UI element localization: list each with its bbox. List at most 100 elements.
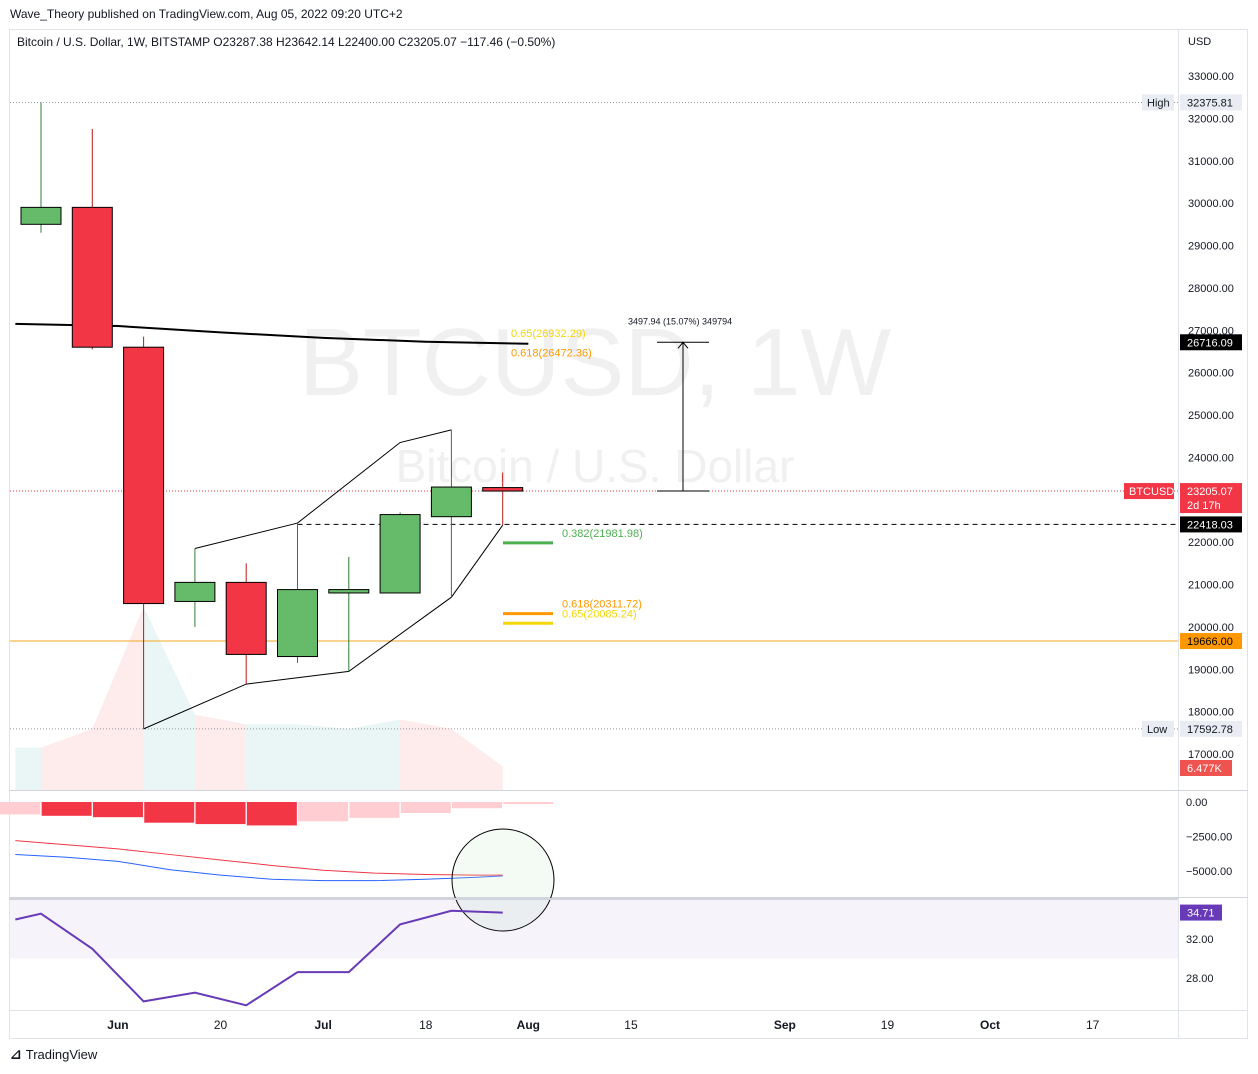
price-tick-label: 33000.00	[1188, 71, 1234, 83]
wedge-trendline	[143, 524, 504, 730]
time-tick-label: 17	[1086, 1018, 1100, 1032]
macd-histogram-bar	[144, 802, 195, 823]
tradingview-logo-icon: ⊿	[10, 1046, 22, 1062]
price-tick-label: 32000.00	[1188, 113, 1234, 125]
dashed-level-tag-text: 22418.03	[1187, 519, 1233, 531]
volume-area-segment	[246, 724, 298, 790]
watermark-symbol: BTCUSD, 1W	[299, 309, 891, 416]
fib-level-label: 0.382(21981.98)	[562, 528, 643, 540]
time-tick-label: 19	[881, 1018, 895, 1032]
ma-price-tag-text: 26716.09	[1187, 337, 1233, 349]
highlight-circle	[451, 828, 555, 932]
projection-label: 3497.94 (15.07%) 349794	[628, 316, 732, 326]
symbol-tag-label: BTCUSD	[1129, 486, 1174, 498]
support-level-tag-bg	[1180, 633, 1242, 650]
volume-area-segment	[400, 719, 452, 790]
macd-histogram-bar	[0, 802, 41, 815]
macd-tick-label: 0.00	[1186, 797, 1207, 809]
rsi-tick-label: 28.00	[1186, 973, 1214, 985]
candle-body	[430, 486, 472, 518]
macd-line	[15, 853, 503, 882]
price-tick-label: 22000.00	[1188, 537, 1234, 549]
candle-body	[379, 514, 421, 594]
time-tick-label: 18	[419, 1018, 433, 1032]
volume-area-segment	[451, 728, 503, 790]
volume-area-segment	[143, 606, 195, 790]
extreme-price-tag-bg	[1180, 720, 1242, 737]
price-tick-label: 26000.00	[1188, 368, 1234, 380]
time-tick-label: Jun	[107, 1018, 128, 1032]
macd-histogram-bar	[246, 802, 297, 826]
volume-area-segment	[348, 719, 401, 790]
macd-signal-line	[15, 840, 503, 876]
last-price-tag	[1180, 483, 1242, 514]
macd-tick-label: −2500.00	[1186, 832, 1232, 844]
symbol-tag-box	[1124, 483, 1174, 500]
macd-histogram-bar	[452, 802, 503, 809]
time-tick-label: Jul	[314, 1018, 331, 1032]
rsi-pane-top-edge	[9, 898, 1178, 900]
last-price-value: 23205.07	[1187, 486, 1233, 498]
rsi-line	[15, 909, 503, 1007]
price-tick-label: 30000.00	[1188, 198, 1234, 210]
projection-arrow-head	[677, 341, 689, 349]
macd-histogram-bar	[92, 802, 143, 818]
footer-brand[interactable]: TradingView	[25, 1047, 98, 1062]
rsi-band	[10, 900, 1178, 959]
price-tick-label: 19000.00	[1188, 664, 1234, 676]
macd-tick-label: −5000.00	[1186, 866, 1232, 878]
price-tick-label: 21000.00	[1188, 580, 1234, 592]
chart-frame	[9, 29, 1248, 1039]
footer: ⊿ TradingView	[10, 1046, 97, 1063]
candle-body	[71, 206, 113, 348]
extreme-tag-label: High	[1147, 97, 1170, 109]
chart-legend: Bitcoin / U.S. Dollar, 1W, BITSTAMP O232…	[17, 35, 555, 49]
fib-level-label: 0.618(26472.36)	[511, 348, 592, 360]
rsi-value-text: 34.71	[1187, 908, 1215, 920]
volume-area-segment	[41, 728, 93, 790]
candle-body	[123, 346, 165, 605]
time-tick-label: 20	[214, 1018, 228, 1032]
extreme-tag-box	[1142, 94, 1174, 111]
extreme-price-tag: 32375.81	[1180, 94, 1242, 111]
fib-level-label: 0.65(26932.29)	[511, 328, 586, 340]
volume-value-tag: 6.477K	[1180, 760, 1232, 776]
extreme-price-tag-text: 17592.78	[1187, 724, 1233, 736]
price-tick-label: 17000.00	[1188, 749, 1234, 761]
wedge-trendline	[194, 429, 452, 549]
time-tick-label: Sep	[774, 1018, 796, 1032]
macd-histogram-bar	[400, 802, 451, 814]
volume-area-segment	[297, 724, 349, 790]
volume-value-tag-text: 6.477K	[1187, 763, 1223, 775]
extreme-tag-box	[1142, 720, 1174, 737]
candle-countdown: 2d 17h	[1187, 500, 1221, 512]
price-tick-label: 25000.00	[1188, 410, 1234, 422]
macd-histogram-bar	[195, 802, 246, 825]
price-tick-label: 31000.00	[1188, 156, 1234, 168]
macd-histogram-bar	[349, 802, 400, 818]
price-tick-label: 20000.00	[1188, 622, 1234, 634]
support-level-tag: 19666.00	[1180, 633, 1242, 650]
macd-histogram-bar	[298, 802, 349, 822]
extreme-price-tag-text: 32375.81	[1187, 97, 1233, 109]
ma-price-tag-bg	[1180, 334, 1242, 351]
currency-label: USD	[1188, 36, 1211, 48]
candle-body	[174, 581, 216, 602]
candle-body	[328, 589, 370, 594]
extreme-price-tag-bg	[1180, 94, 1242, 111]
published-header: Wave_Theory published on TradingView.com…	[10, 7, 403, 21]
time-tick-label: Aug	[517, 1018, 540, 1032]
fib-level-label: 0.618(20311.72)	[562, 599, 642, 611]
price-tick-label: 29000.00	[1188, 241, 1234, 253]
volume-value-tag-bg	[1180, 760, 1232, 776]
volume-area-segment	[92, 606, 144, 790]
extreme-tag-label: Low	[1147, 724, 1167, 736]
candle-body	[277, 589, 318, 658]
time-tick-label: 15	[624, 1018, 638, 1032]
ma-price-tag: 26716.09	[1180, 334, 1242, 351]
watermark-name: Bitcoin / U.S. Dollar	[396, 440, 795, 492]
candle-body	[482, 487, 524, 492]
macd-histogram-bar	[41, 802, 92, 816]
